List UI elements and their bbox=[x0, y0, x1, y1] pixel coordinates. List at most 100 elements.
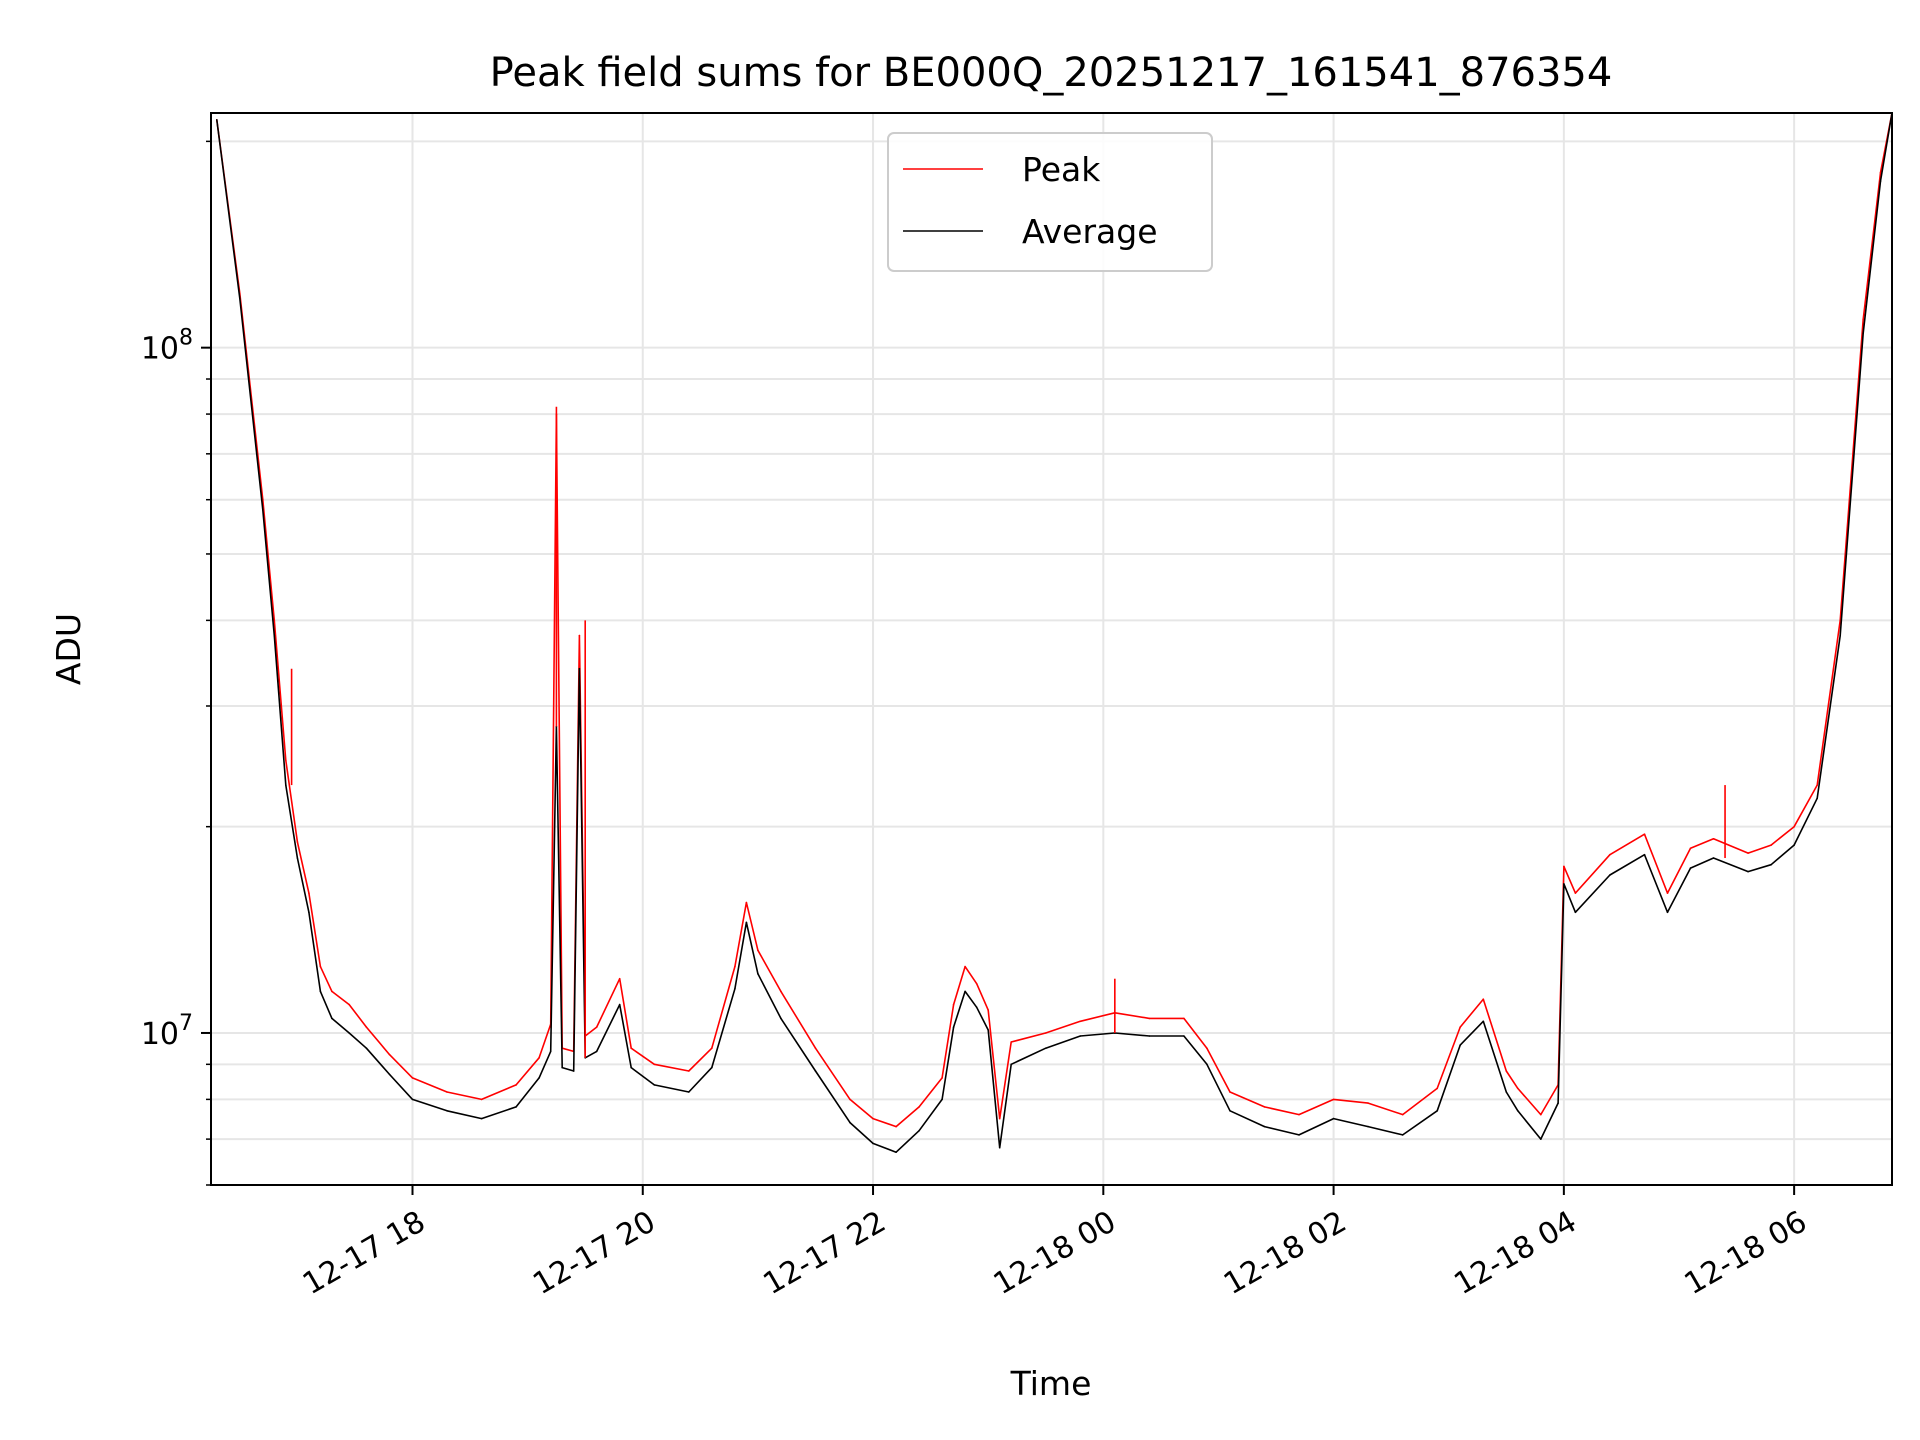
data-point-average bbox=[1263, 1125, 1266, 1128]
data-point-peak bbox=[952, 1003, 955, 1006]
data-point-average bbox=[561, 1066, 563, 1069]
data-point-peak bbox=[1666, 892, 1669, 894]
data-point-average bbox=[1574, 911, 1577, 914]
data-point-peak bbox=[630, 1047, 632, 1049]
data-point-average bbox=[618, 1003, 621, 1006]
data-point-peak bbox=[331, 990, 333, 993]
data-point-average bbox=[941, 1098, 943, 1101]
data-point-average bbox=[952, 1026, 955, 1028]
series-layer bbox=[216, 112, 1893, 1153]
data-point-average bbox=[1557, 1102, 1559, 1104]
data-point-average bbox=[1229, 1110, 1231, 1112]
data-point-peak bbox=[1459, 1026, 1461, 1028]
data-point-peak bbox=[1747, 852, 1749, 854]
data-point-average bbox=[1862, 332, 1864, 334]
data-point-average bbox=[411, 1098, 414, 1101]
data-point-average bbox=[1148, 1035, 1151, 1037]
data-point-average bbox=[688, 1091, 690, 1093]
data-point-average bbox=[745, 921, 748, 924]
data-point-peak bbox=[1862, 318, 1864, 321]
data-point-peak bbox=[780, 990, 782, 993]
data-point-average bbox=[515, 1106, 517, 1108]
data-point-peak bbox=[1044, 1032, 1047, 1034]
data-point-average bbox=[1689, 867, 1692, 869]
data-point-average bbox=[1747, 870, 1749, 873]
data-point-average bbox=[285, 784, 287, 786]
data-point-peak bbox=[998, 1117, 1001, 1120]
data-point-peak bbox=[711, 1047, 713, 1049]
data-point-average bbox=[365, 1047, 368, 1049]
data-point-average bbox=[388, 1073, 391, 1076]
data-point-peak bbox=[1079, 1020, 1082, 1023]
data-point-peak bbox=[515, 1084, 517, 1086]
data-point-average bbox=[1770, 863, 1772, 866]
data-point-average bbox=[1505, 1091, 1508, 1093]
legend-peak-label: Peak bbox=[1022, 150, 1101, 189]
data-point-average bbox=[446, 1110, 448, 1112]
data-point-peak bbox=[388, 1053, 391, 1056]
data-point-average bbox=[1879, 180, 1882, 182]
data-point-peak bbox=[411, 1077, 414, 1079]
data-point-average bbox=[319, 990, 322, 993]
data-point-average bbox=[653, 1084, 656, 1086]
data-point-peak bbox=[1816, 784, 1818, 786]
data-point-average bbox=[348, 1032, 351, 1034]
data-point-peak bbox=[1879, 171, 1882, 174]
data-point-average bbox=[480, 1117, 483, 1120]
data-point-average bbox=[1712, 857, 1715, 859]
data-point-peak bbox=[1401, 1113, 1404, 1116]
data-point-peak bbox=[653, 1063, 656, 1066]
data-point-average bbox=[331, 1017, 333, 1020]
data-point-peak bbox=[1563, 865, 1565, 868]
data-point-peak bbox=[1367, 1102, 1369, 1104]
data-point-average bbox=[578, 667, 581, 670]
data-point-average bbox=[630, 1066, 632, 1069]
data-point-peak bbox=[1505, 1070, 1508, 1072]
data-point-peak bbox=[365, 1026, 368, 1028]
data-point-average bbox=[780, 1017, 782, 1020]
data-point-peak bbox=[688, 1070, 690, 1072]
data-point-peak bbox=[1148, 1017, 1151, 1020]
data-point-peak bbox=[1183, 1017, 1185, 1020]
data-point-peak bbox=[1206, 1047, 1208, 1049]
data-point-peak bbox=[975, 982, 978, 985]
data-point-average bbox=[1609, 874, 1611, 876]
data-point-peak bbox=[1010, 1041, 1012, 1043]
data-point-average bbox=[1298, 1134, 1300, 1136]
data-point-peak bbox=[987, 1009, 989, 1011]
data-point-peak bbox=[1263, 1106, 1266, 1108]
data-point-peak bbox=[285, 759, 287, 762]
data-point-peak bbox=[1793, 825, 1795, 828]
data-point-peak bbox=[814, 1047, 817, 1049]
data-point-average bbox=[1666, 911, 1669, 914]
data-point-average bbox=[849, 1121, 851, 1124]
data-point-average bbox=[1482, 1020, 1485, 1023]
plot-frame bbox=[210, 112, 1893, 1186]
data-point-average bbox=[239, 297, 241, 300]
data-point-peak bbox=[757, 949, 759, 952]
y-tick-label: 107 bbox=[141, 1011, 193, 1052]
data-point-peak bbox=[918, 1106, 920, 1108]
data-point-peak bbox=[348, 1003, 351, 1006]
data-point-average bbox=[308, 911, 310, 914]
y-tick-label: 108 bbox=[141, 326, 193, 367]
data-point-average bbox=[1643, 853, 1646, 856]
data-point-average bbox=[1459, 1044, 1461, 1046]
data-point-average bbox=[296, 857, 299, 859]
data-point-average bbox=[1183, 1035, 1185, 1037]
data-point-peak bbox=[734, 965, 736, 968]
data-point-average bbox=[262, 509, 264, 511]
data-point-average bbox=[872, 1142, 874, 1145]
data-point-average bbox=[1517, 1110, 1519, 1112]
data-point-peak bbox=[1574, 892, 1577, 894]
data-point-average bbox=[1401, 1134, 1404, 1136]
data-point-average bbox=[549, 1050, 552, 1053]
data-point-average bbox=[216, 119, 218, 121]
data-point-average bbox=[1044, 1047, 1047, 1049]
data-point-peak bbox=[1482, 998, 1485, 1000]
data-point-average bbox=[987, 1029, 989, 1031]
data-point-peak bbox=[745, 901, 748, 904]
data-point-average bbox=[895, 1151, 897, 1153]
data-point-peak bbox=[1517, 1087, 1519, 1090]
